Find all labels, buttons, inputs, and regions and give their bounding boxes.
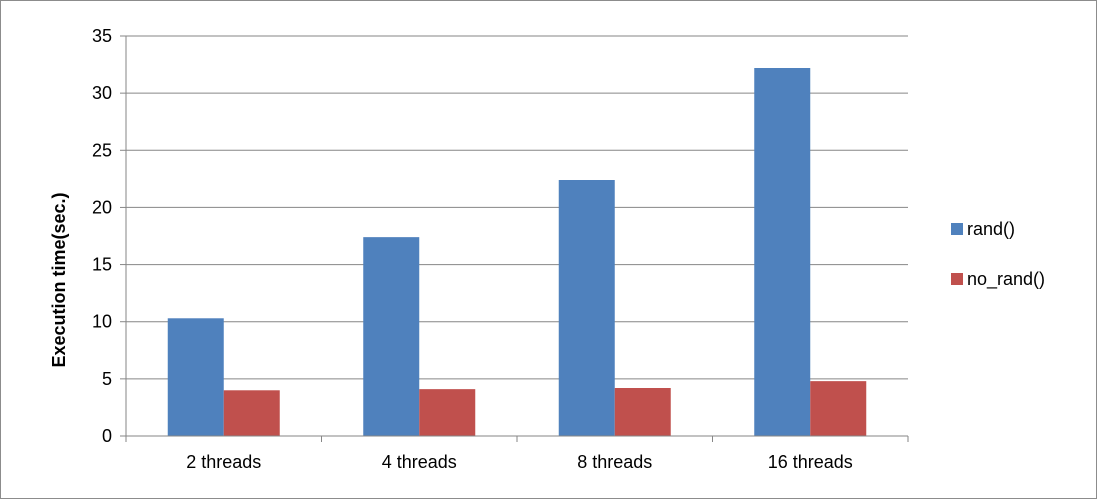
y-axis-title: Execution time(sec.): [49, 192, 69, 367]
bar-no-rand-1: [419, 389, 476, 436]
bar-no-rand-0: [223, 390, 280, 436]
gridlines: [126, 35, 908, 380]
legend-label: rand(): [967, 219, 1015, 239]
bar-rand-3: [754, 68, 811, 436]
bar-no-rand-3: [810, 381, 867, 436]
y-tick-label: 35: [92, 26, 112, 46]
axes: [120, 35, 909, 442]
y-tick-labels: 0 5 10 15 20 25 30 35: [92, 26, 112, 446]
y-tick-label: 10: [92, 312, 112, 332]
legend-swatch: [951, 273, 963, 285]
bar-rand-0: [167, 318, 224, 436]
bar-rand-1: [363, 237, 420, 436]
y-tick-label: 30: [92, 83, 112, 103]
x-tick-label: 2 threads: [186, 452, 261, 472]
legend: rand() no_rand(): [951, 219, 1045, 290]
y-tick-label: 5: [102, 369, 112, 389]
y-tick-label: 0: [102, 426, 112, 446]
bars: [167, 68, 867, 436]
bar-no-rand-2: [614, 388, 671, 436]
legend-swatch: [951, 223, 963, 235]
x-tick-labels: 2 threads 4 threads 8 threads 16 threads: [186, 452, 853, 472]
y-tick-label: 25: [92, 140, 112, 160]
legend-label: no_rand(): [967, 269, 1045, 290]
y-tick-label: 15: [92, 255, 112, 275]
bar-rand-2: [558, 180, 615, 436]
x-tick-label: 16 threads: [768, 452, 853, 472]
x-tick-label: 8 threads: [577, 452, 652, 472]
y-tick-label: 20: [92, 197, 112, 217]
x-tick-label: 4 threads: [382, 452, 457, 472]
